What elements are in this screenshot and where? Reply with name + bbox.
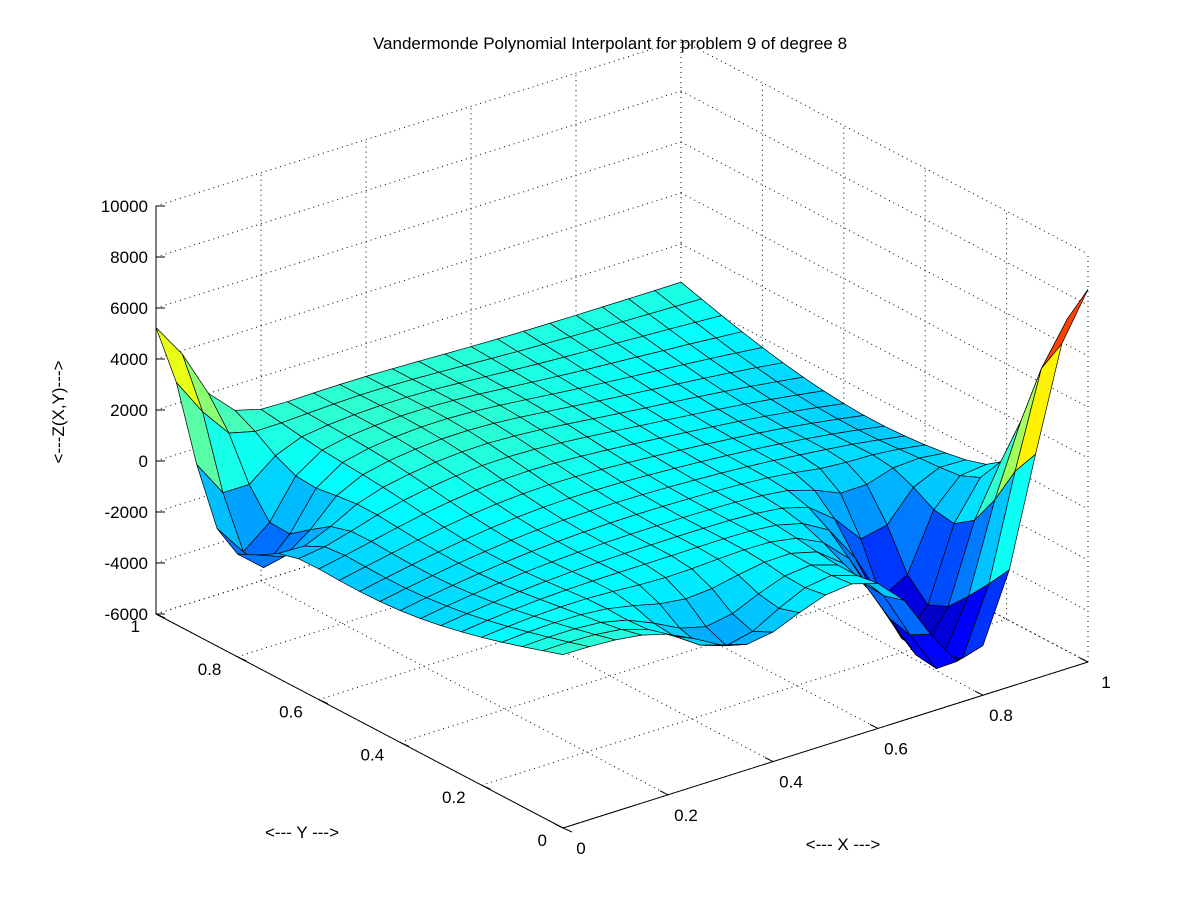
x-tick-mark bbox=[974, 690, 984, 696]
z-tick-label: 2000 bbox=[110, 401, 148, 420]
z-tick-label: 6000 bbox=[110, 299, 148, 318]
y-tick-label: 0 bbox=[538, 831, 547, 850]
grid-line bbox=[155, 243, 682, 411]
y-axis-label: <--- Y ---> bbox=[265, 823, 339, 842]
z-tick-label: -4000 bbox=[105, 554, 148, 573]
y-tick-label: 0.6 bbox=[279, 703, 303, 722]
grid-line bbox=[481, 618, 1007, 786]
y-tick-mark bbox=[237, 656, 247, 662]
surface-face bbox=[542, 641, 591, 655]
grid-line bbox=[155, 90, 682, 258]
x-axis-line bbox=[562, 661, 1089, 829]
grid-line bbox=[400, 575, 926, 743]
x-axis-label: <--- X ---> bbox=[806, 835, 881, 854]
y-tick-label: 0.8 bbox=[198, 660, 222, 679]
z-axis-label: <---Z(X,Y)---> bbox=[49, 360, 68, 463]
x-tick-mark bbox=[659, 790, 669, 796]
x-tick-label: 0.2 bbox=[674, 806, 698, 825]
x-tick-mark bbox=[869, 723, 879, 729]
y-tick-label: 0.4 bbox=[361, 745, 385, 764]
surface-mesh bbox=[155, 281, 1089, 670]
y-tick-label: 0.2 bbox=[442, 788, 466, 807]
y-tick-mark bbox=[155, 613, 166, 619]
z-tick-label: 4000 bbox=[110, 350, 148, 369]
x-tick-mark bbox=[1079, 657, 1089, 663]
x-tick-label: 0.6 bbox=[884, 739, 908, 758]
grid-line bbox=[155, 141, 682, 309]
z-tick-label: 0 bbox=[139, 452, 148, 471]
y-axis-line bbox=[155, 613, 564, 829]
y-tick-mark bbox=[399, 741, 410, 747]
grid-line bbox=[155, 39, 682, 207]
grid-line bbox=[680, 39, 1089, 255]
surface-face bbox=[155, 327, 203, 413]
y-tick-mark bbox=[481, 784, 491, 790]
grid-line bbox=[155, 192, 682, 360]
x-tick-label: 0 bbox=[576, 839, 585, 858]
grid-line bbox=[680, 141, 1089, 357]
x-tick-label: 0.8 bbox=[989, 706, 1013, 725]
chart-title: Vandermonde Polynomial Interpolant for p… bbox=[373, 34, 847, 53]
x-tick-label: 0.4 bbox=[779, 773, 803, 792]
grid-line bbox=[680, 90, 1089, 306]
z-tick-label: 10000 bbox=[101, 197, 148, 216]
z-tick-label: -6000 bbox=[105, 605, 148, 624]
y-tick-label: 1 bbox=[131, 617, 140, 636]
surface-face bbox=[1014, 343, 1063, 473]
x-tick-mark bbox=[764, 757, 774, 763]
x-tick-label: 1 bbox=[1101, 673, 1110, 692]
z-tick-label: 8000 bbox=[110, 248, 148, 267]
axis-lines bbox=[155, 205, 1089, 833]
tick-labels: -6000 -4000 -2000 0 2000 4000 6000 8000 10000 0 0.… bbox=[101, 197, 1111, 858]
z-tick-label: -2000 bbox=[105, 503, 148, 522]
y-tick-mark bbox=[318, 699, 329, 705]
x-tick-mark bbox=[554, 823, 564, 829]
y-tick-mark bbox=[562, 827, 573, 833]
surface-face bbox=[1041, 289, 1089, 369]
